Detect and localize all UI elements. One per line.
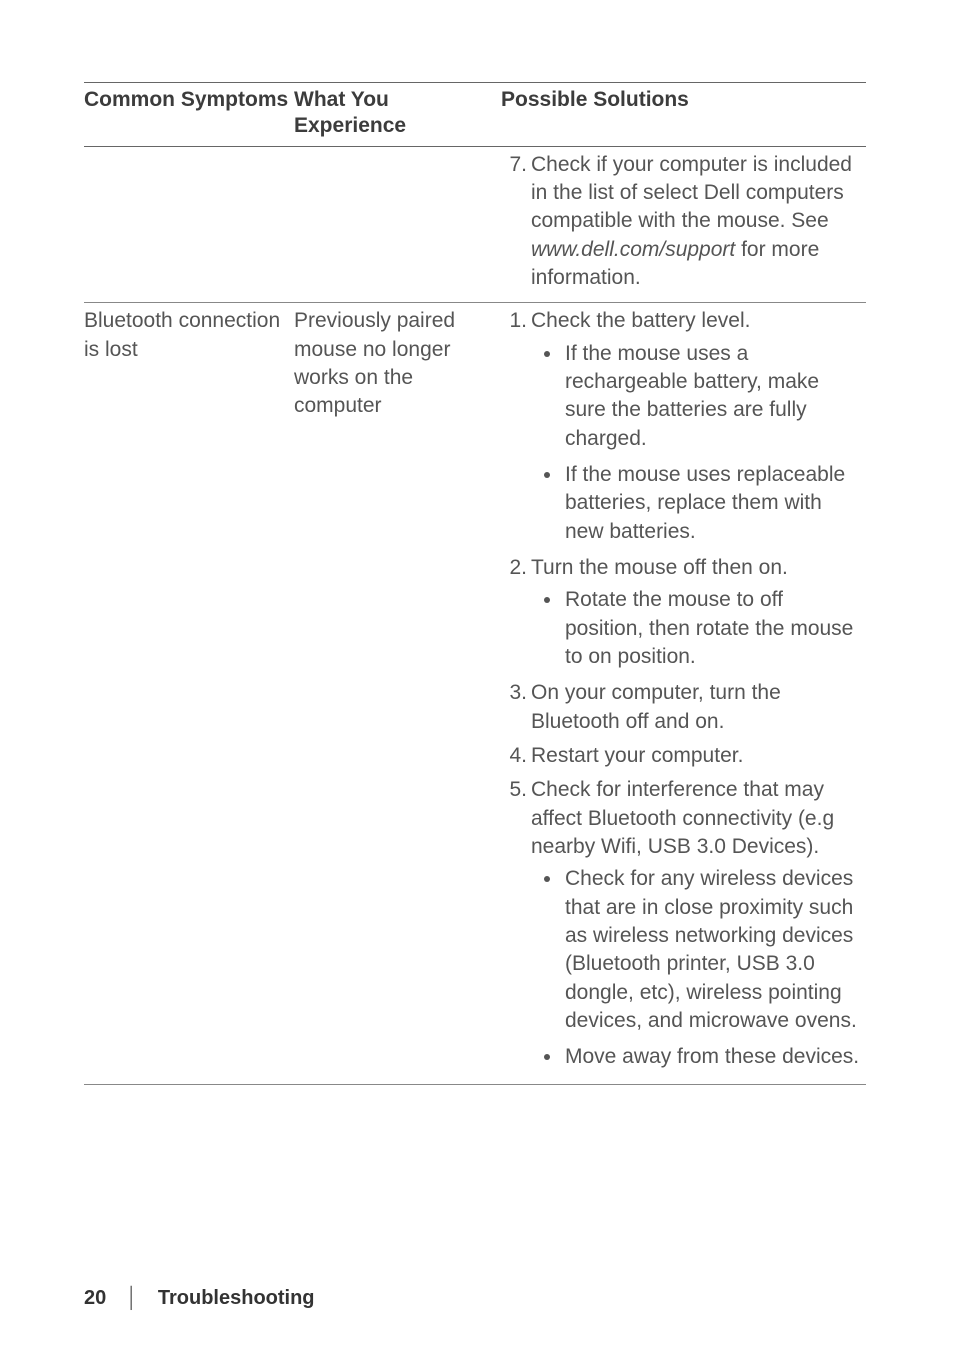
solution-item-5: Check for interference that may affect B… [531, 776, 860, 1071]
solution-item-1: Check the battery level. If the mouse us… [531, 307, 860, 546]
sub-item: If the mouse uses a rechargeable battery… [563, 340, 860, 453]
cell-solutions: Check the battery level. If the mouse us… [501, 303, 866, 1085]
cell-experience [294, 146, 501, 303]
footer-separator: │ [126, 1287, 139, 1309]
page-number: 20 [84, 1287, 106, 1309]
col-header-solutions: Possible Solutions [501, 83, 866, 147]
cell-experience: Previously paired mouse no longer works … [294, 303, 501, 1085]
troubleshooting-table: Common Symptoms What You Experience Poss… [84, 82, 866, 1085]
page-footer: 20 │ Troubleshooting [84, 1287, 315, 1310]
cell-solutions: Check if your computer is included in th… [501, 146, 866, 303]
sub-list: If the mouse uses a rechargeable battery… [531, 340, 860, 546]
page: Common Symptoms What You Experience Poss… [0, 0, 954, 1354]
section-title: Troubleshooting [158, 1287, 315, 1309]
sub-list: Rotate the mouse to off position, then r… [531, 586, 860, 671]
sub-item: Rotate the mouse to off position, then r… [563, 586, 860, 671]
table-row: Bluetooth connection is lost Previously … [84, 303, 866, 1085]
solution-item-3: On your computer, turn the Bluetooth off… [531, 679, 860, 736]
sub-list: Check for any wireless devices that are … [531, 865, 860, 1071]
solution-item-4: Restart your computer. [531, 742, 860, 770]
solution-link-text: www.dell.com/support [531, 238, 735, 261]
solution-text: Turn the mouse off then on. [531, 556, 788, 579]
solution-list: Check the battery level. If the mouse us… [501, 307, 860, 1072]
sub-item: Check for any wireless devices that are … [563, 865, 860, 1035]
table-header-row: Common Symptoms What You Experience Poss… [84, 83, 866, 147]
sub-item: If the mouse uses replaceable batteries,… [563, 461, 860, 546]
sub-item: Move away from these devices. [563, 1043, 860, 1071]
solution-item-7: Check if your computer is included in th… [531, 151, 860, 293]
cell-symptom: Bluetooth connection is lost [84, 303, 294, 1085]
solution-text: Check for interference that may affect B… [531, 778, 834, 858]
table-row: Check if your computer is included in th… [84, 146, 866, 303]
solution-list: Check if your computer is included in th… [501, 151, 860, 293]
solution-item-2: Turn the mouse off then on. Rotate the m… [531, 554, 860, 671]
solution-text: Check the battery level. [531, 309, 750, 332]
cell-symptom [84, 146, 294, 303]
col-header-symptoms: Common Symptoms [84, 83, 294, 147]
col-header-experience: What You Experience [294, 83, 501, 147]
solution-text: Check if your computer is included in th… [531, 153, 852, 233]
